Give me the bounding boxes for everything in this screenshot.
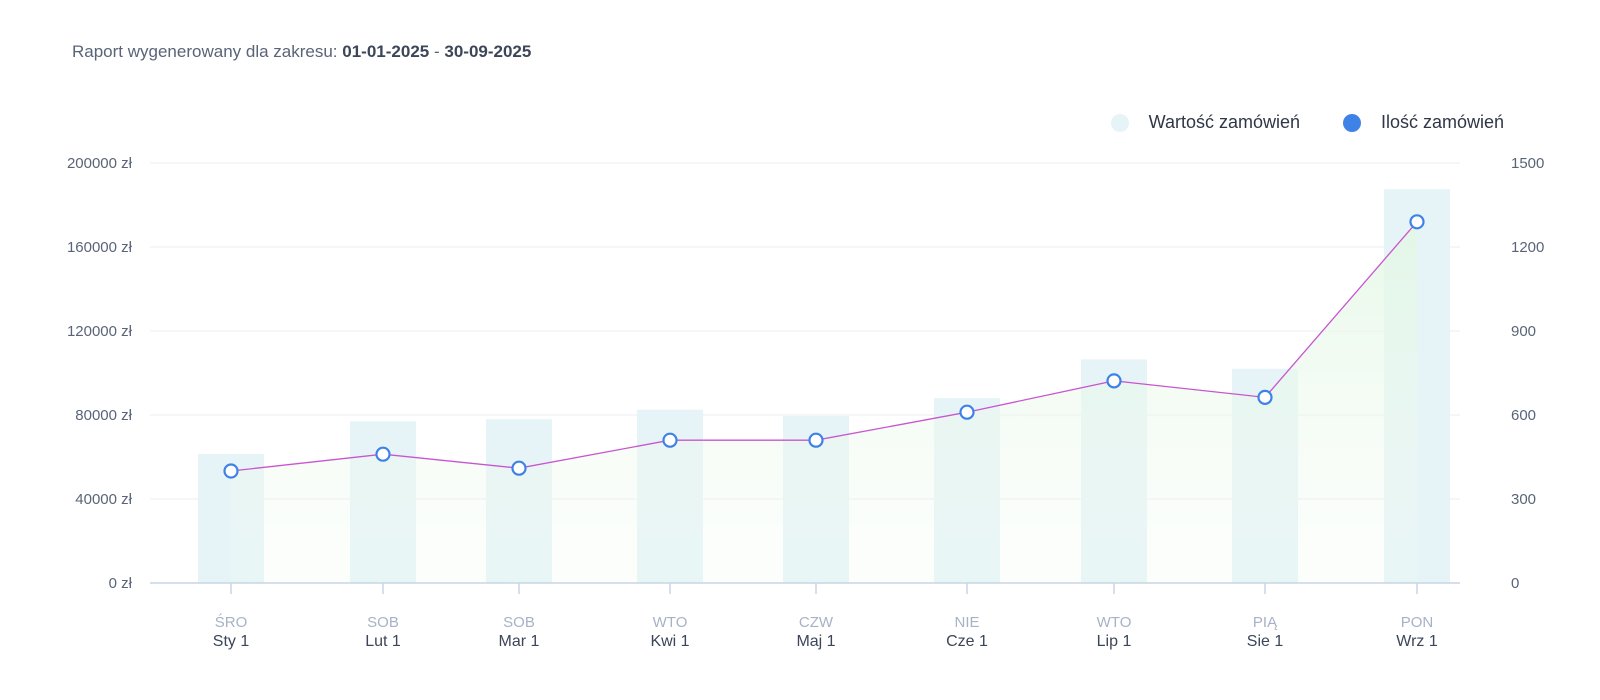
x-tick-date-label: Mar 1 [499, 633, 540, 650]
y-right-tick-label: 0 [1511, 575, 1519, 592]
y-left-tick-label: 40000 zł [75, 491, 132, 508]
x-tick-date-label: Cze 1 [946, 633, 988, 650]
legend-item-order-value[interactable]: Wartość zamówień [1110, 112, 1300, 133]
report-date-to: 30-09-2025 [444, 42, 532, 61]
point-order-count [511, 460, 527, 476]
y-left-tick-label: 200000 zł [67, 155, 133, 172]
x-tick-day-label: NIE [954, 614, 979, 631]
point-order-count [959, 404, 975, 420]
x-tick-date-label: Sie 1 [1247, 633, 1284, 650]
report-date-from: 01-01-2025 [342, 42, 430, 61]
y-right-tick-label: 300 [1511, 491, 1536, 508]
line-area-fill [231, 221, 1417, 584]
legend-order-count-dot [1342, 113, 1361, 132]
point-order-count [1409, 214, 1425, 230]
x-tick-date-label: Maj 1 [796, 633, 835, 650]
point-order-count [1257, 389, 1273, 405]
report-range-header: Raport wygenerowany dla zakresu: 01-01-2… [72, 42, 531, 62]
x-tick-date-label: Sty 1 [213, 633, 250, 650]
x-tick-date-label: Lip 1 [1097, 633, 1132, 650]
point-order-count [375, 446, 391, 462]
report-range-separator: - [433, 42, 440, 61]
point-order-count [1106, 373, 1122, 389]
legend-item-order-count[interactable]: Ilość zamówień [1342, 112, 1504, 133]
y-left-tick-label: 80000 zł [75, 407, 132, 424]
chart-legend: Wartość zamówień Ilość zamówień [0, 112, 1600, 138]
point-order-count [808, 432, 824, 448]
x-tick-day-label: WTO [1097, 614, 1132, 631]
y-left-tick-label: 0 zł [109, 575, 133, 592]
y-left-tick-label: 160000 zł [67, 239, 133, 256]
x-tick-day-label: SOB [367, 614, 399, 631]
y-right-tick-label: 1500 [1511, 155, 1544, 172]
point-order-count [223, 463, 239, 479]
y-right-tick-label: 900 [1511, 323, 1536, 340]
x-tick-day-label: ŚRO [215, 613, 248, 631]
x-tick-day-label: PIĄ [1253, 614, 1278, 631]
x-tick-day-label: SOB [503, 614, 535, 631]
x-tick-date-label: Wrz 1 [1396, 633, 1438, 650]
y-left-tick-label: 120000 zł [67, 323, 133, 340]
x-tick-day-label: CZW [799, 614, 834, 631]
x-tick-date-label: Kwi 1 [650, 633, 689, 650]
legend-order-value-label: Wartość zamówień [1148, 112, 1300, 132]
x-tick-day-label: WTO [653, 614, 688, 631]
y-right-tick-label: 1200 [1511, 239, 1544, 256]
legend-order-count-label: Ilość zamówień [1380, 112, 1504, 132]
point-order-count [662, 432, 678, 448]
report-range-prefix: Raport wygenerowany dla zakresu: [72, 42, 338, 61]
legend-order-value-dot [1110, 113, 1129, 132]
x-tick-date-label: Lut 1 [365, 633, 401, 650]
x-tick-day-label: PON [1401, 614, 1434, 631]
y-right-tick-label: 600 [1511, 407, 1536, 424]
